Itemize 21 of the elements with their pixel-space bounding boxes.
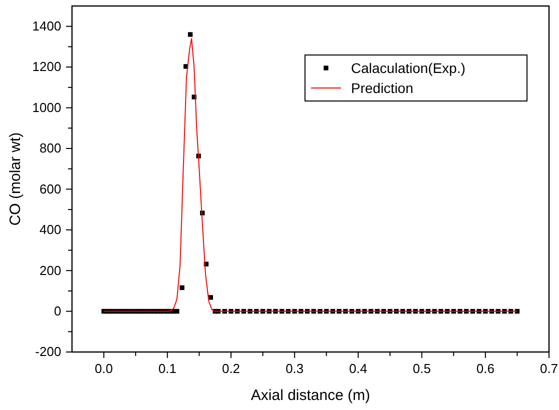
x-tick-label: 0.4 [349, 361, 368, 376]
y-tick-label: 1200 [32, 59, 62, 74]
x-tick-label: 0.7 [540, 361, 558, 376]
x-tick-label: 0.6 [476, 361, 494, 376]
y-tick-label: 800 [39, 140, 62, 156]
x-axis-title: Axial distance (m) [250, 387, 370, 404]
x-tick-label: 0.0 [94, 361, 113, 376]
y-tick-label: -200 [35, 344, 62, 360]
x-tick-label: 0.2 [222, 361, 240, 376]
y-tick-label: 600 [39, 181, 62, 196]
legend-label: Prediction [351, 80, 414, 96]
y-tick-label: 400 [39, 222, 62, 238]
legend-label: Calaculation(Exp.) [351, 60, 466, 76]
y-tick-label: 200 [39, 262, 62, 278]
y-tick-label: 1400 [32, 18, 62, 34]
y-tick-label: 0 [54, 303, 62, 318]
x-tick-label: 0.3 [286, 361, 304, 376]
x-tick-label: 0.1 [158, 361, 176, 376]
y-tick-label: 1000 [32, 100, 62, 115]
y-axis-title: CO (molar wt) [7, 132, 24, 226]
x-tick-label: 0.5 [412, 361, 431, 376]
